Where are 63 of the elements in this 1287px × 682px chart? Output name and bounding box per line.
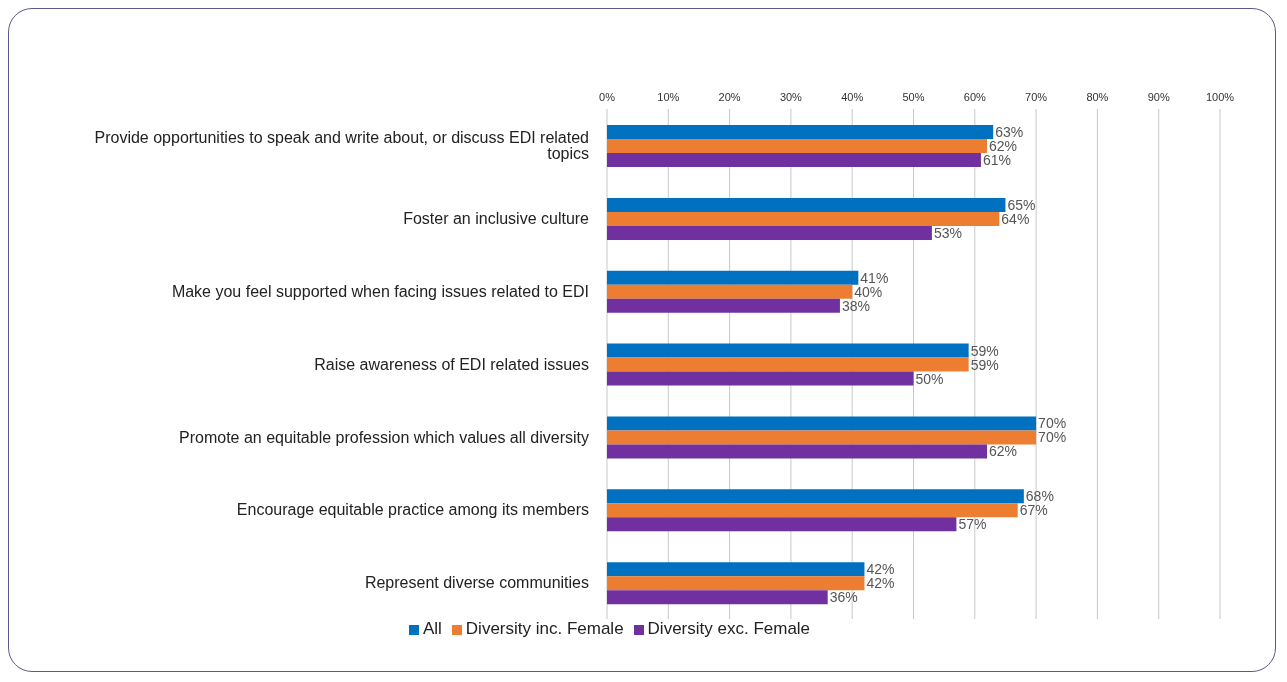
x-tick-label: 60%: [963, 91, 987, 103]
data-label: 67%: [1019, 502, 1048, 519]
bar: [607, 357, 969, 372]
bar: [607, 197, 1006, 212]
data-label: 70%: [1038, 415, 1067, 432]
x-tick-label: 90%: [1147, 91, 1170, 103]
data-label: 40%: [854, 283, 883, 300]
y-tick-label: Promote an equitable profession which values all diversity: [179, 428, 589, 446]
bar: [607, 562, 865, 577]
x-tick-label: 0%: [599, 91, 616, 103]
bar: [607, 298, 840, 313]
x-tick-label: 10%: [657, 91, 680, 103]
bar: [607, 489, 1024, 504]
x-tick-label: 100%: [1205, 91, 1235, 103]
bar: [607, 576, 865, 591]
x-tick-label: 70%: [1025, 91, 1048, 103]
bar: [607, 517, 957, 532]
data-label: 63%: [995, 124, 1024, 141]
x-tick-label: 20%: [718, 91, 741, 103]
bar: [607, 153, 981, 168]
data-label: 50%: [915, 370, 944, 387]
data-label: 57%: [958, 516, 987, 533]
y-tick-label: Make you feel supported when facing issues related to EDI: [171, 282, 589, 300]
x-tick-label: 30%: [779, 91, 803, 103]
data-label: 70%: [1038, 429, 1067, 446]
bar: [607, 430, 1037, 445]
bar: [607, 343, 969, 358]
bar: [607, 444, 988, 459]
data-label: 62%: [989, 138, 1018, 155]
data-label: 62%: [989, 443, 1018, 460]
legend-label: Diversity inc. Female: [465, 619, 624, 638]
bar: [607, 416, 1037, 431]
data-label: 42%: [866, 561, 895, 578]
bar: [607, 590, 828, 605]
bar: [607, 503, 1018, 518]
y-tick-label: Foster an inclusive culture: [403, 209, 590, 227]
data-label: 61%: [982, 152, 1011, 169]
bar: [607, 125, 994, 140]
legend-label: Diversity exc. Female: [647, 619, 811, 638]
y-tick-label: Encourage equitable practice among its members: [236, 501, 589, 519]
data-label: 36%: [829, 589, 858, 606]
bar: [607, 284, 853, 299]
bar: [607, 225, 932, 240]
bar: [607, 270, 859, 285]
data-label: 38%: [841, 297, 870, 314]
bar: [607, 371, 914, 386]
data-label: 64%: [1001, 210, 1030, 227]
y-tick-label: Provide opportunities to speak and write about, or discuss EDI related topics: [94, 129, 589, 163]
data-label: 42%: [866, 575, 895, 592]
y-tick-label: Raise awareness of EDI related issues: [314, 355, 589, 373]
x-tick-label: 80%: [1086, 91, 1109, 103]
bar: [607, 139, 988, 154]
data-label: 59%: [970, 356, 999, 373]
x-tick-label: 50%: [902, 91, 925, 103]
data-label: 65%: [1007, 196, 1036, 213]
y-tick-label: Represent diverse communities: [364, 574, 589, 592]
data-label: 53%: [933, 224, 962, 241]
legend-label: All: [422, 619, 442, 638]
x-tick-label: 40%: [841, 91, 864, 103]
bar: [607, 211, 1000, 226]
data-label: 41%: [860, 269, 889, 286]
data-label: 59%: [970, 342, 999, 359]
data-label: 68%: [1025, 488, 1054, 505]
